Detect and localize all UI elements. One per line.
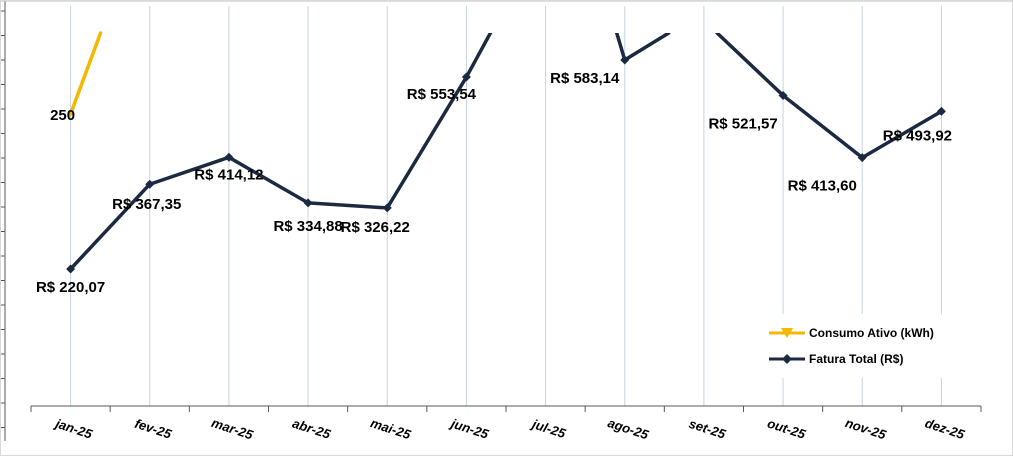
x-tick-label: nov-25 (843, 415, 888, 442)
data-point-fatura-total (145, 179, 155, 189)
data-label-consumo-ativo: 250 (50, 107, 75, 124)
data-point-fatura-total (936, 106, 946, 116)
data-label-fatura-total: R$ 493,92 (883, 127, 952, 144)
data-point-fatura-total (224, 152, 234, 162)
data-point-fatura-total (778, 90, 788, 100)
data-point-fatura-total (303, 198, 313, 208)
x-tick-label: jun-25 (447, 415, 491, 442)
data-label-fatura-total: R$ 413,60 (788, 178, 857, 195)
legend-marker-diamond (782, 354, 792, 364)
data-label-fatura-total: R$ 334,88 (273, 218, 342, 235)
x-tick-label: abr-25 (291, 416, 333, 443)
data-point-fatura-total (66, 264, 76, 274)
legend-marker-triangle (781, 328, 793, 338)
data-label-fatura-total: R$ 553,54 (407, 86, 477, 103)
data-label-fatura-total: R$ 521,57 (708, 115, 777, 132)
x-tick-label: fev-25 (133, 416, 174, 442)
series-line-fatura-total (69, 76, 468, 271)
x-tick-label: set-25 (687, 416, 728, 442)
legend-label: Fatura Total (R$) (809, 352, 903, 366)
data-point-fatura-total (382, 203, 392, 213)
data-point-fatura-total (620, 55, 630, 65)
x-tick-label: mar-25 (210, 415, 256, 443)
x-tick-label: jan-25 (52, 415, 95, 442)
data-label-fatura-total: R$ 367,35 (112, 196, 181, 213)
series-line-fatura-total (623, 33, 671, 62)
data-label-fatura-total: R$ 583,14 (550, 70, 620, 87)
x-tick-label: dez-25 (923, 415, 967, 442)
data-point-fatura-total (461, 72, 471, 82)
legend-label: Consumo Ativo (kWh) (809, 326, 934, 340)
series-line-consumo-ativo (68, 31, 103, 116)
data-label-fatura-total: R$ 414,12 (194, 166, 263, 183)
series-line-fatura-total (464, 33, 493, 79)
series-line-fatura-total (615, 33, 627, 62)
x-tick-label: jul-25 (529, 416, 569, 442)
x-tick-label: mai-25 (369, 415, 414, 442)
legend-box (744, 314, 980, 378)
x-tick-label: out-25 (766, 416, 808, 443)
series-line-fatura-total (715, 33, 785, 98)
data-label-fatura-total: R$ 326,22 (341, 219, 410, 236)
data-point-fatura-total (857, 153, 867, 163)
legend: Consumo Ativo (kWh) Fatura Total (R$) (744, 314, 980, 378)
x-tick-label: ago-25 (606, 415, 651, 442)
data-label-fatura-total: R$ 220,07 (36, 279, 105, 296)
